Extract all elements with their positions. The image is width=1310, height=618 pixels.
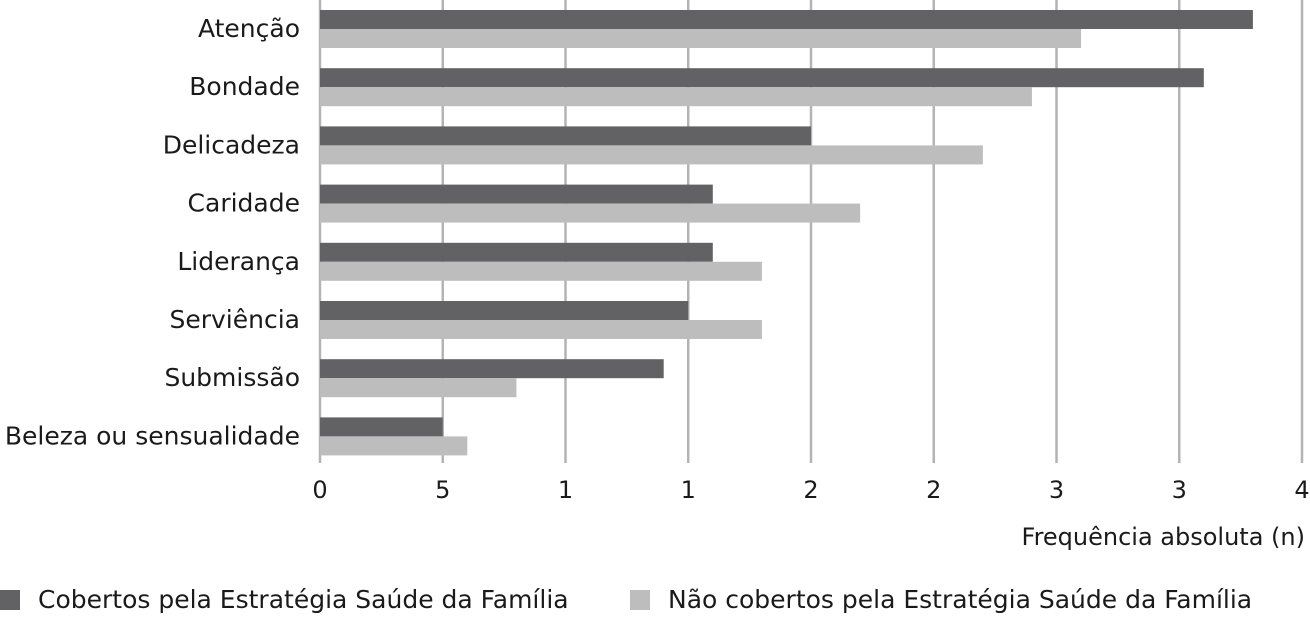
bar-not-covered (320, 261, 762, 281)
category-labels: Atenção Bondade Delicadeza Caridade Lideranç… (5, 14, 300, 450)
x-tick-label: 2 (803, 476, 818, 504)
bar-not-covered (320, 378, 517, 398)
bar-not-covered (320, 87, 1032, 107)
bar-not-covered (320, 436, 468, 456)
bar-covered (320, 242, 713, 262)
bars (320, 10, 1253, 456)
legend-item-not-covered: Não cobertos pela Estratégia Saúde da Fa… (630, 585, 1252, 614)
bar-not-covered (320, 29, 1082, 48)
legend-label-not-covered: Não cobertos pela Estratégia Saúde da Fa… (668, 585, 1253, 614)
category-label: Submissão (164, 363, 300, 392)
legend-item-covered: Cobertos pela Estratégia Saúde da Famíli… (0, 585, 569, 614)
bar-not-covered (320, 203, 861, 223)
bar-covered (320, 184, 713, 204)
category-label: Caridade (188, 189, 300, 218)
bar-chart: Atenção Bondade Delicadeza Caridade Lideranç… (5, 0, 1310, 551)
category-label: Atenção (198, 14, 300, 43)
category-label: Serviência (169, 305, 300, 334)
bar-covered (320, 10, 1253, 29)
x-tick-label: 2 (926, 476, 941, 504)
category-label: Beleza ou sensualidade (5, 421, 300, 450)
x-tick-label: 3 (1172, 476, 1187, 504)
bar-covered (320, 126, 811, 146)
x-tick-labels: 0 5 1 1 2 2 3 3 4 (312, 476, 1309, 504)
bar-covered (320, 68, 1204, 88)
legend-label-covered: Cobertos pela Estratégia Saúde da Famíli… (38, 585, 569, 614)
x-tick-label: 5 (435, 476, 450, 504)
bar-not-covered (320, 320, 762, 339)
x-tick-label: 4 (1294, 476, 1309, 504)
bar-not-covered (320, 145, 983, 165)
legend-swatch-covered (0, 589, 20, 610)
category-label: Bondade (189, 72, 300, 101)
category-label: Delicadeza (163, 130, 300, 159)
x-tick-label: 0 (312, 476, 327, 504)
x-axis-title: Frequência absoluta (n) (1022, 523, 1305, 551)
legend-swatch-not-covered (630, 589, 650, 610)
legend: Cobertos pela Estratégia Saúde da Famíli… (0, 585, 1310, 618)
x-tick-label: 1 (681, 476, 696, 504)
bar-covered (320, 359, 664, 379)
bar-covered (320, 301, 689, 320)
x-tick-label: 1 (558, 476, 573, 504)
category-label: Liderança (177, 247, 300, 276)
x-tick-label: 3 (1049, 476, 1064, 504)
bar-covered (320, 417, 443, 437)
